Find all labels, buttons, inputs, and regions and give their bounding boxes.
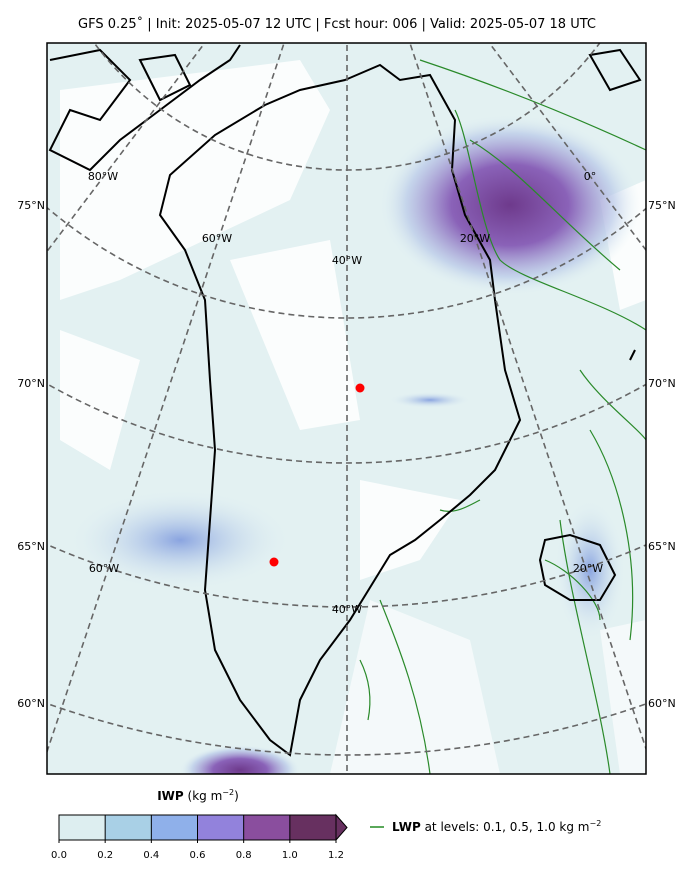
colorbar-extend — [335, 813, 348, 842]
lon-label: 60°W — [202, 232, 232, 245]
graticule-labels: 75°N 75°N 70°N 70°N 65°N 65°N 60°N 60°N 80°W 0° 60… — [17, 170, 675, 710]
lon-label: 60°W — [89, 562, 119, 575]
colorbar-tick-label: 0.2 — [97, 850, 113, 861]
colorbar-segment — [197, 815, 244, 840]
colorbar-segment — [105, 815, 152, 840]
lon-label: 40°W — [332, 603, 362, 616]
lat-label: 70°N — [17, 377, 45, 390]
colorbar-segment — [151, 815, 198, 840]
colorbar-tick-label: 0.6 — [190, 850, 206, 861]
lat-label: 70°N — [648, 377, 676, 390]
lon-label: 20°W — [460, 232, 490, 245]
lwp-contours — [359, 59, 646, 774]
colorbar: 0.0 0.2 0.4 0.6 0.8 1.0 1.2 — [51, 813, 348, 861]
colorbar-segment — [243, 815, 290, 840]
legend-label: LWP — [392, 820, 421, 834]
lon-label: 20°W — [573, 562, 603, 575]
title: GFS 0.25˚ | Init: 2025-05-07 12 UTC | Fc… — [78, 16, 596, 32]
lat-label: 60°N — [17, 697, 45, 710]
clear-area — [60, 60, 646, 580]
lat-label: 65°N — [17, 540, 45, 553]
colorbar-label: IWP — [157, 789, 184, 803]
lon-label: 80°W — [88, 170, 118, 183]
legend-exp: −2 — [590, 819, 602, 828]
coastline — [48, 44, 642, 757]
iwp-max — [180, 745, 300, 774]
colorbar-unit-close: ) — [234, 789, 239, 803]
clear-area — [330, 600, 646, 774]
iwp-max — [380, 115, 640, 295]
lon-label: 40°W — [332, 254, 362, 267]
site-marker — [269, 557, 279, 567]
lat-label: 60°N — [648, 697, 676, 710]
legend-text: LWP at levels: 0.1, 0.5, 1.0 kg m−2 — [392, 819, 601, 834]
legend-desc: at levels: 0.1, 0.5, 1.0 kg m — [425, 820, 590, 834]
colorbar-segment — [289, 815, 336, 840]
colorbar-unit-exp: −2 — [222, 788, 234, 797]
lon-label: 0° — [584, 170, 597, 183]
iwp-band — [390, 392, 470, 408]
colorbar-segment — [59, 815, 106, 840]
colorbar-tick-label: 0.4 — [143, 850, 159, 861]
lat-label: 75°N — [648, 199, 676, 212]
lat-label: 75°N — [17, 199, 45, 212]
map-frame — [46, 42, 647, 775]
colorbar-tick-label: 0.8 — [236, 850, 252, 861]
colorbar-tick-label: 1.2 — [328, 850, 344, 861]
colorbar-tick-label: 1.0 — [282, 850, 298, 861]
site-marker — [355, 383, 365, 393]
colorbar-unit: (kg m — [188, 789, 223, 803]
lat-label: 65°N — [648, 540, 676, 553]
iwp-band — [70, 490, 290, 590]
colorbar-tick-label: 0.0 — [51, 850, 67, 861]
colorbar-title: IWP (kg m−2) — [157, 788, 239, 803]
